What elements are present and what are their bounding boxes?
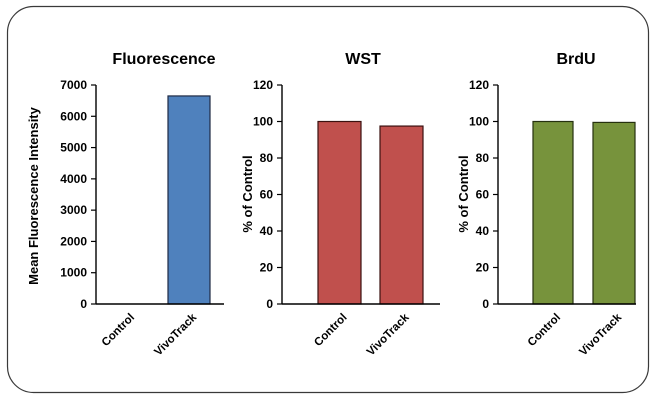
y-tick-label: 20 bbox=[260, 261, 274, 275]
y-ticks: 0 20 40 60 80 100 120 bbox=[469, 78, 498, 311]
y-tick-label: 100 bbox=[253, 115, 273, 129]
y-tick-label: 120 bbox=[253, 78, 273, 92]
bar-vivotrack bbox=[592, 121, 636, 305]
y-tick-label: 20 bbox=[476, 261, 490, 275]
y-tick-label: 40 bbox=[260, 224, 274, 238]
bar-control bbox=[532, 120, 574, 305]
bars bbox=[532, 120, 636, 305]
chart-title: WST bbox=[345, 51, 381, 68]
y-tick-label: 120 bbox=[469, 78, 489, 92]
y-tick-label: 0 bbox=[80, 297, 87, 311]
bars bbox=[317, 120, 424, 305]
y-tick-label: 7000 bbox=[60, 78, 87, 92]
y-tick-label: 2000 bbox=[60, 234, 87, 248]
y-tick-label: 100 bbox=[469, 115, 489, 129]
y-tick-label: 60 bbox=[260, 188, 274, 202]
y-ticks: 0 1000 2000 3000 4000 5000 6000 7000 bbox=[60, 78, 96, 311]
y-tick-label: 40 bbox=[476, 224, 490, 238]
bar-control bbox=[317, 120, 362, 305]
y-tick-label: 80 bbox=[260, 151, 274, 165]
y-tick-label: 80 bbox=[476, 151, 490, 165]
y-tick-label: 1000 bbox=[60, 266, 87, 280]
y-ticks: 0 20 40 60 80 100 120 bbox=[253, 78, 282, 311]
y-tick-label: 4000 bbox=[60, 172, 87, 186]
chart-panel-fluorescence: Fluorescence Mean Fluorescence Intensity… bbox=[26, 51, 224, 358]
chart-title: BrdU bbox=[556, 51, 595, 68]
y-tick-label: 3000 bbox=[60, 203, 87, 217]
y-axis-label: Mean Fluorescence Intensity bbox=[26, 106, 41, 284]
y-axis-label: % of Control bbox=[456, 155, 471, 232]
bar-vivotrack bbox=[379, 125, 424, 305]
y-axis-label: % of Control bbox=[240, 155, 255, 232]
y-tick-label: 0 bbox=[266, 297, 273, 311]
y-tick-label: 60 bbox=[476, 188, 490, 202]
y-tick-label: 5000 bbox=[60, 141, 87, 155]
y-tick-label: 6000 bbox=[60, 109, 87, 123]
chart-title: Fluorescence bbox=[112, 51, 215, 68]
bar-vivotrack bbox=[167, 95, 211, 305]
bars bbox=[167, 95, 211, 305]
y-tick-label: 0 bbox=[482, 297, 489, 311]
